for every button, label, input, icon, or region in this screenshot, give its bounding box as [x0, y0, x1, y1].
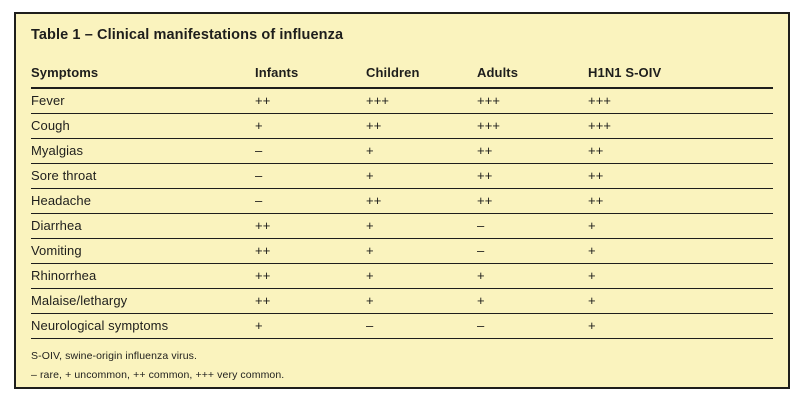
column-header-infants: Infants: [255, 65, 366, 89]
footnote-abbreviation: S-OIV, swine-origin influenza virus.: [31, 349, 198, 362]
table-row: Myalgias – + ++ ++: [31, 138, 773, 164]
frequency-cell: +++: [588, 88, 773, 114]
column-header-children: Children: [366, 65, 477, 89]
symptom-cell: Myalgias: [31, 138, 255, 164]
frequency-cell: +++: [366, 88, 477, 114]
frequency-cell: +: [366, 263, 477, 289]
frequency-cell: ++: [255, 88, 366, 114]
symptom-cell: Diarrhea: [31, 213, 255, 239]
column-header-adults: Adults: [477, 65, 588, 89]
table-row: Neurological symptoms + – – +: [31, 313, 773, 339]
frequency-cell: +: [477, 288, 588, 314]
symptom-cell: Sore throat: [31, 163, 255, 189]
table-row: Diarrhea ++ + – +: [31, 213, 773, 239]
frequency-cell: +++: [477, 113, 588, 139]
frequency-cell: +: [366, 213, 477, 239]
frequency-cell: ++: [366, 113, 477, 139]
table-row: Vomiting ++ + – +: [31, 238, 773, 264]
symptom-cell: Rhinorrhea: [31, 263, 255, 289]
symptom-cell: Headache: [31, 188, 255, 214]
table-header-row: Symptoms Infants Children Adults H1N1 S-OIV: [31, 65, 773, 89]
frequency-cell: –: [477, 213, 588, 239]
table-row: Cough + ++ +++ +++: [31, 113, 773, 139]
frequency-cell: –: [477, 238, 588, 264]
table-row: Fever ++ +++ +++ +++: [31, 88, 773, 114]
frequency-cell: +: [588, 288, 773, 314]
frequency-cell: ++: [255, 213, 366, 239]
symptom-cell: Fever: [31, 88, 255, 114]
frequency-cell: +++: [477, 88, 588, 114]
frequency-cell: +: [588, 238, 773, 264]
footnote-legend: – rare, + uncommon, ++ common, +++ very …: [31, 368, 285, 381]
manifestations-table: Symptoms Infants Children Adults H1N1 S-OIV …: [31, 65, 773, 339]
frequency-cell: +: [366, 238, 477, 264]
frequency-cell: ++: [255, 288, 366, 314]
frequency-cell: ++: [255, 263, 366, 289]
table-row: Malaise/lethargy ++ + + +: [31, 288, 773, 314]
frequency-cell: +: [255, 313, 366, 339]
frequency-cell: –: [255, 138, 366, 164]
frequency-cell: +++: [588, 113, 773, 139]
footnotes: S-OIV, swine-origin influenza virus. – r…: [31, 350, 773, 381]
frequency-cell: +: [366, 288, 477, 314]
frequency-cell: +: [255, 113, 366, 139]
table-card: Table 1 – Clinical manifestations of inf…: [14, 12, 790, 389]
table-title: Table 1 – Clinical manifestations of inf…: [31, 27, 344, 43]
frequency-cell: +: [588, 313, 773, 339]
column-header-symptoms: Symptoms: [31, 65, 255, 89]
frequency-cell: ++: [588, 163, 773, 189]
frequency-cell: ++: [366, 188, 477, 214]
frequency-cell: ++: [477, 138, 588, 164]
frequency-cell: ++: [477, 188, 588, 214]
symptom-cell: Vomiting: [31, 238, 255, 264]
table-row: Headache – ++ ++ ++: [31, 188, 773, 214]
frequency-cell: –: [366, 313, 477, 339]
symptom-cell: Neurological symptoms: [31, 313, 255, 339]
frequency-cell: +: [477, 263, 588, 289]
frequency-cell: ++: [588, 188, 773, 214]
frequency-cell: +: [588, 263, 773, 289]
frequency-cell: –: [255, 188, 366, 214]
symptom-cell: Cough: [31, 113, 255, 139]
column-header-h1n1-s-oiv: H1N1 S-OIV: [588, 65, 773, 89]
symptom-cell: Malaise/lethargy: [31, 288, 255, 314]
table-row: Rhinorrhea ++ + + +: [31, 263, 773, 289]
frequency-cell: –: [477, 313, 588, 339]
frequency-cell: ++: [588, 138, 773, 164]
frequency-cell: ++: [477, 163, 588, 189]
table-row: Sore throat – + ++ ++: [31, 163, 773, 189]
frequency-cell: ++: [255, 238, 366, 264]
frequency-cell: +: [366, 163, 477, 189]
frequency-cell: +: [588, 213, 773, 239]
frequency-cell: –: [255, 163, 366, 189]
frequency-cell: +: [366, 138, 477, 164]
